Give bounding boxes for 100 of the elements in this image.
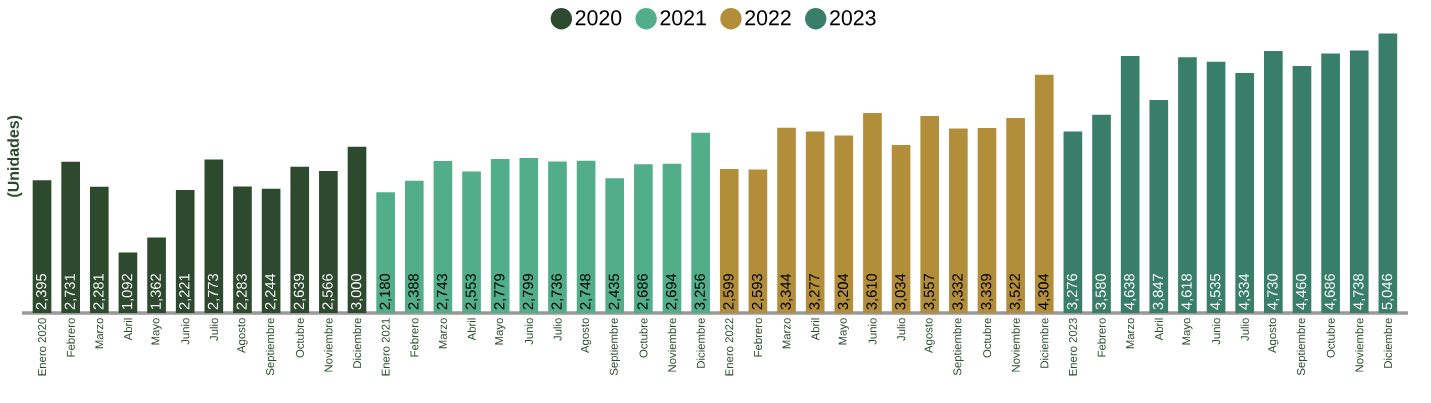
bar (834, 135, 854, 313)
data-label: 4,460 (1295, 273, 1309, 310)
bar (1178, 57, 1197, 313)
legend-label: 2020 (575, 10, 622, 26)
bar (1235, 72, 1255, 313)
bar (204, 159, 224, 313)
bar (233, 186, 252, 313)
bar (290, 166, 310, 313)
bar (691, 132, 710, 313)
x-tick-label: Marzo (438, 318, 447, 349)
legend-label: 2022 (745, 10, 791, 26)
x-tick-label: Diciembre (696, 318, 705, 368)
bar (1206, 61, 1226, 313)
data-label: 3,000 (350, 273, 364, 310)
data-label: 2,748 (580, 274, 593, 310)
data-label: 4,686 (1324, 274, 1337, 310)
x-tick-label: Junio (1211, 318, 1221, 345)
x-tick-label: Mayo (495, 318, 506, 345)
bar (404, 180, 424, 313)
x-tick-label: Octubre (982, 318, 992, 358)
data-label: 3,344 (780, 273, 793, 310)
bar (1292, 65, 1312, 313)
bar (777, 127, 796, 313)
data-label: 1,362 (150, 274, 163, 309)
bar (519, 157, 539, 313)
x-tick-label: Agosto (581, 318, 592, 353)
bar (347, 146, 367, 313)
data-label: 3,610 (866, 273, 879, 310)
x-tick-label: Enero 2021 (381, 318, 390, 376)
bar (261, 188, 281, 313)
data-label: 3,522 (1009, 274, 1022, 310)
data-label: 4,334 (1238, 273, 1251, 310)
data-label: 5,046 (1381, 274, 1394, 310)
data-label: 3,256 (694, 274, 707, 310)
x-tick-label: Diciembre (1383, 318, 1393, 368)
x-tick-label: Octubre (295, 318, 304, 358)
x-tick-label: Noviembre (324, 318, 333, 372)
x-tick-label: Mayo (1182, 318, 1193, 345)
x-tick-label: Enero 2020 (38, 318, 47, 376)
data-label: 3,339 (980, 274, 994, 310)
bar (89, 186, 109, 313)
x-tick-label: Julio (209, 318, 218, 341)
bar (1006, 117, 1025, 313)
data-label: 3,847 (1152, 274, 1165, 310)
data-label: 3,204 (837, 273, 850, 310)
x-tick-label: Mayo (838, 318, 849, 345)
x-tick-label: Febrero (410, 318, 419, 357)
bar (1120, 56, 1140, 313)
bar (433, 161, 453, 313)
bar (662, 163, 682, 313)
bar (32, 180, 52, 313)
data-label: 2,639 (293, 274, 306, 310)
x-tick-label: Julio (896, 318, 906, 341)
data-label: 2,694 (665, 273, 679, 310)
bar (805, 131, 825, 313)
data-label: 2,395 (35, 273, 49, 310)
data-label: 1,092 (121, 274, 134, 309)
x-tick-label: Febrero (1097, 318, 1106, 357)
data-label: 2,779 (494, 274, 507, 310)
x-tick-label: Junio (181, 318, 190, 345)
x-tick-label: Noviembre (667, 318, 677, 372)
bar (719, 169, 739, 313)
bar (490, 159, 510, 313)
x-tick-label: Abril (467, 318, 476, 341)
data-label: 2,743 (436, 274, 449, 310)
x-tick-label: Febrero (753, 318, 763, 357)
x-tick-label: Julio (1240, 318, 1249, 341)
bar (1063, 131, 1083, 313)
bar (548, 161, 567, 313)
bar (1263, 51, 1283, 313)
data-label: 3,580 (1095, 273, 1108, 310)
bar (319, 170, 338, 313)
bar (1092, 114, 1111, 313)
data-label: 2,283 (236, 274, 249, 310)
data-label: 4,638 (1124, 274, 1137, 310)
x-tick-label: Octubre (639, 318, 648, 358)
x-tick-label: Septiembre (609, 318, 620, 376)
x-tick-label: Abril (811, 318, 820, 341)
data-label: 3,332 (952, 274, 965, 310)
data-label: 2,388 (408, 274, 421, 310)
x-tick-label: Marzo (782, 318, 791, 349)
bar (977, 128, 997, 313)
data-label: 2,180 (379, 273, 392, 310)
data-label: 4,738 (1353, 274, 1366, 310)
bar (863, 113, 882, 313)
bar (1378, 33, 1398, 313)
bar (61, 161, 80, 313)
x-tick-label: Febrero (66, 318, 75, 357)
data-label: 2,773 (207, 274, 220, 310)
x-tick-label: Mayo (151, 318, 162, 345)
data-label: 2,221 (179, 274, 192, 310)
x-tick-label: Noviembre (1011, 318, 1020, 372)
bar (1034, 74, 1054, 313)
data-label: 2,599 (723, 274, 736, 310)
bar (920, 115, 940, 313)
data-label: 2,435 (608, 273, 621, 310)
data-label: 3,277 (809, 274, 822, 310)
data-label: 4,730 (1267, 273, 1280, 310)
data-label: 4,618 (1181, 274, 1194, 310)
bar (634, 164, 653, 313)
